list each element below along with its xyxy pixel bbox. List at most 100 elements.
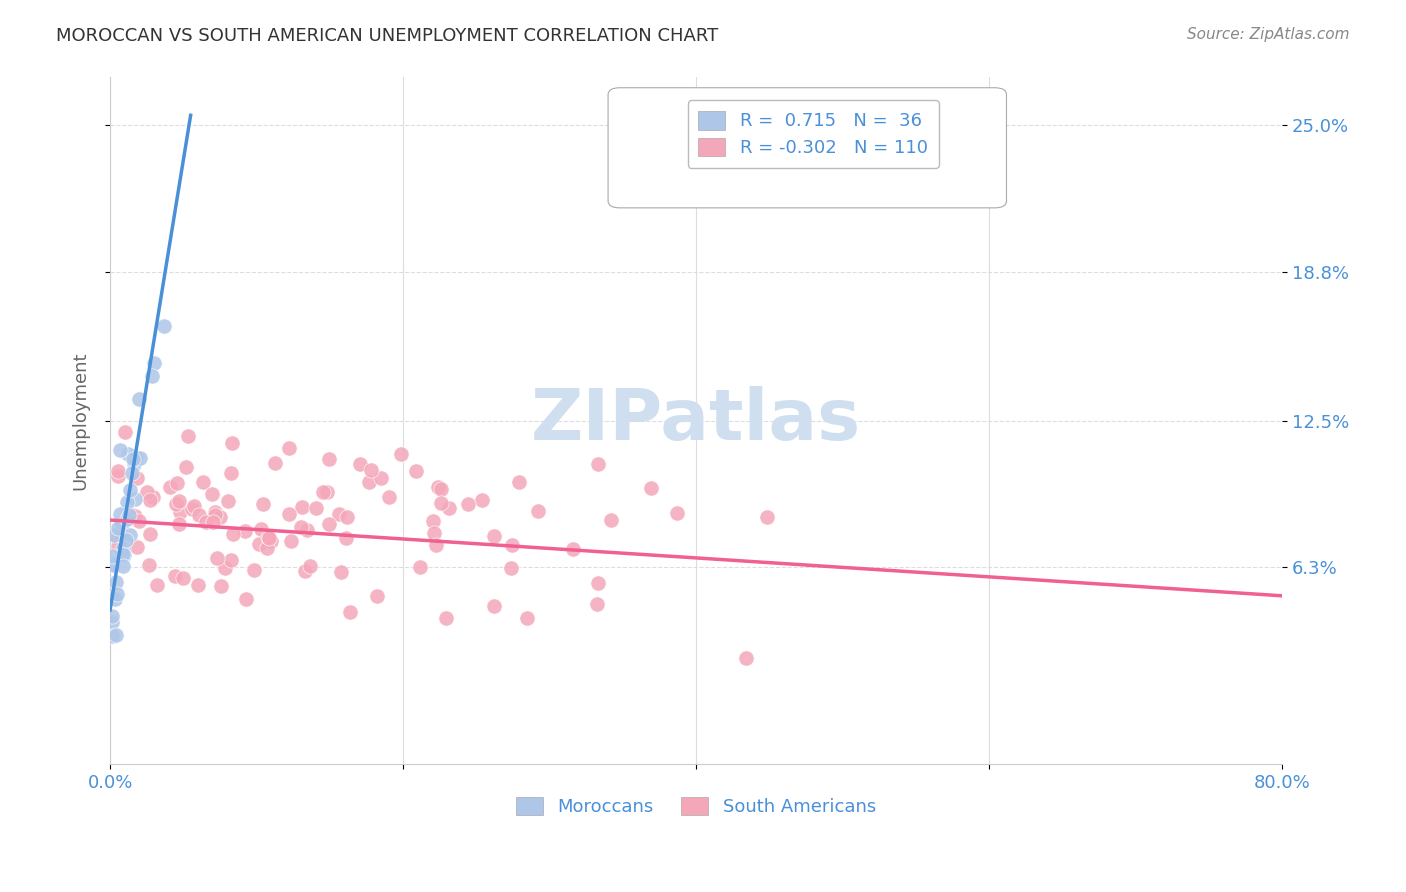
Point <box>366 589 388 603</box>
Point <box>600 513 623 527</box>
Point <box>124 492 146 507</box>
Point <box>335 532 357 546</box>
Point <box>169 505 191 519</box>
Point <box>121 451 143 466</box>
Point <box>115 495 138 509</box>
Point <box>339 605 361 619</box>
Point <box>252 497 274 511</box>
Point <box>370 471 392 485</box>
Point <box>159 480 181 494</box>
Point <box>471 492 494 507</box>
Point <box>105 574 128 589</box>
Point <box>305 501 328 516</box>
Point <box>107 532 129 546</box>
Point <box>110 527 132 541</box>
Point <box>312 484 335 499</box>
Point <box>318 452 340 467</box>
Point <box>299 558 322 573</box>
Point <box>128 514 150 528</box>
Point <box>243 563 266 577</box>
Point <box>222 526 245 541</box>
Point <box>128 392 150 407</box>
Point <box>100 549 122 563</box>
Point <box>235 592 257 607</box>
Point <box>209 579 232 593</box>
Point <box>124 509 146 524</box>
Point <box>111 547 134 561</box>
Legend: Moroccans, South Americans: Moroccans, South Americans <box>509 789 883 823</box>
Point <box>204 505 226 519</box>
Point <box>328 507 350 521</box>
Point <box>217 493 239 508</box>
Point <box>457 497 479 511</box>
FancyBboxPatch shape <box>607 87 1007 208</box>
Text: ZIPatlas: ZIPatlas <box>531 386 860 455</box>
Point <box>425 538 447 552</box>
Point <box>167 516 190 531</box>
Point <box>180 502 202 516</box>
Point <box>110 442 132 457</box>
Point <box>100 615 122 629</box>
Point <box>177 429 200 443</box>
Point <box>389 447 412 461</box>
Point <box>408 560 430 574</box>
Point <box>201 487 224 501</box>
Point <box>256 541 278 555</box>
Point <box>221 435 243 450</box>
Point <box>165 497 187 511</box>
Point <box>105 587 128 601</box>
Point <box>437 501 460 516</box>
Y-axis label: Unemployment: Unemployment <box>72 351 89 490</box>
Point <box>205 550 228 565</box>
Point <box>233 524 256 538</box>
Point <box>586 576 609 591</box>
Point <box>586 457 609 471</box>
Point <box>107 464 129 478</box>
Point <box>100 629 122 643</box>
Point <box>294 564 316 578</box>
Point <box>107 521 129 535</box>
Point <box>125 450 148 465</box>
Point <box>124 458 146 472</box>
Point <box>111 517 134 532</box>
Point <box>257 531 280 545</box>
Point <box>278 507 301 521</box>
Point <box>482 529 505 543</box>
Point <box>422 514 444 528</box>
Point <box>250 522 273 536</box>
Point <box>360 462 382 476</box>
Text: Source: ZipAtlas.com: Source: ZipAtlas.com <box>1187 27 1350 42</box>
Point <box>117 447 139 461</box>
Point <box>278 441 301 455</box>
Point <box>221 466 243 480</box>
Point <box>107 539 129 553</box>
Point <box>146 578 169 592</box>
Point <box>103 592 125 607</box>
Point <box>128 450 150 465</box>
Point <box>430 482 453 496</box>
Point <box>174 460 197 475</box>
Point <box>105 628 128 642</box>
Point <box>141 368 163 383</box>
Text: MOROCCAN VS SOUTH AMERICAN UNEMPLOYMENT CORRELATION CHART: MOROCCAN VS SOUTH AMERICAN UNEMPLOYMENT … <box>56 27 718 45</box>
Point <box>191 475 214 489</box>
Point <box>336 510 359 524</box>
Point <box>318 516 340 531</box>
Point <box>527 504 550 518</box>
Point <box>330 566 353 580</box>
Point <box>482 599 505 613</box>
Point <box>139 527 162 541</box>
Point <box>166 476 188 491</box>
Point <box>111 541 134 555</box>
Point <box>263 456 285 470</box>
Point <box>508 475 530 490</box>
Point <box>357 475 380 489</box>
Point <box>187 578 209 592</box>
Point <box>115 512 138 526</box>
Point <box>501 561 523 575</box>
Point <box>118 506 141 520</box>
Point <box>259 534 281 549</box>
Point <box>586 597 609 611</box>
Point <box>112 559 135 574</box>
Point <box>163 569 186 583</box>
